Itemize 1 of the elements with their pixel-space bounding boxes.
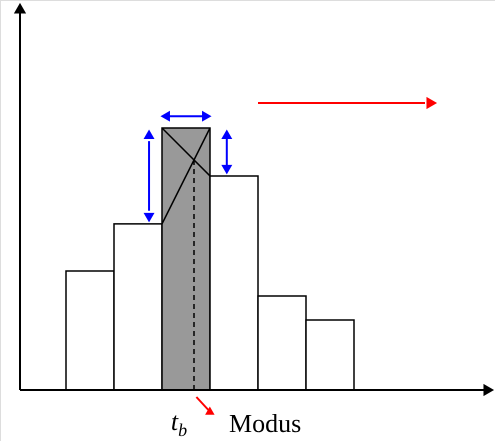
text: Modus xyxy=(229,409,302,438)
